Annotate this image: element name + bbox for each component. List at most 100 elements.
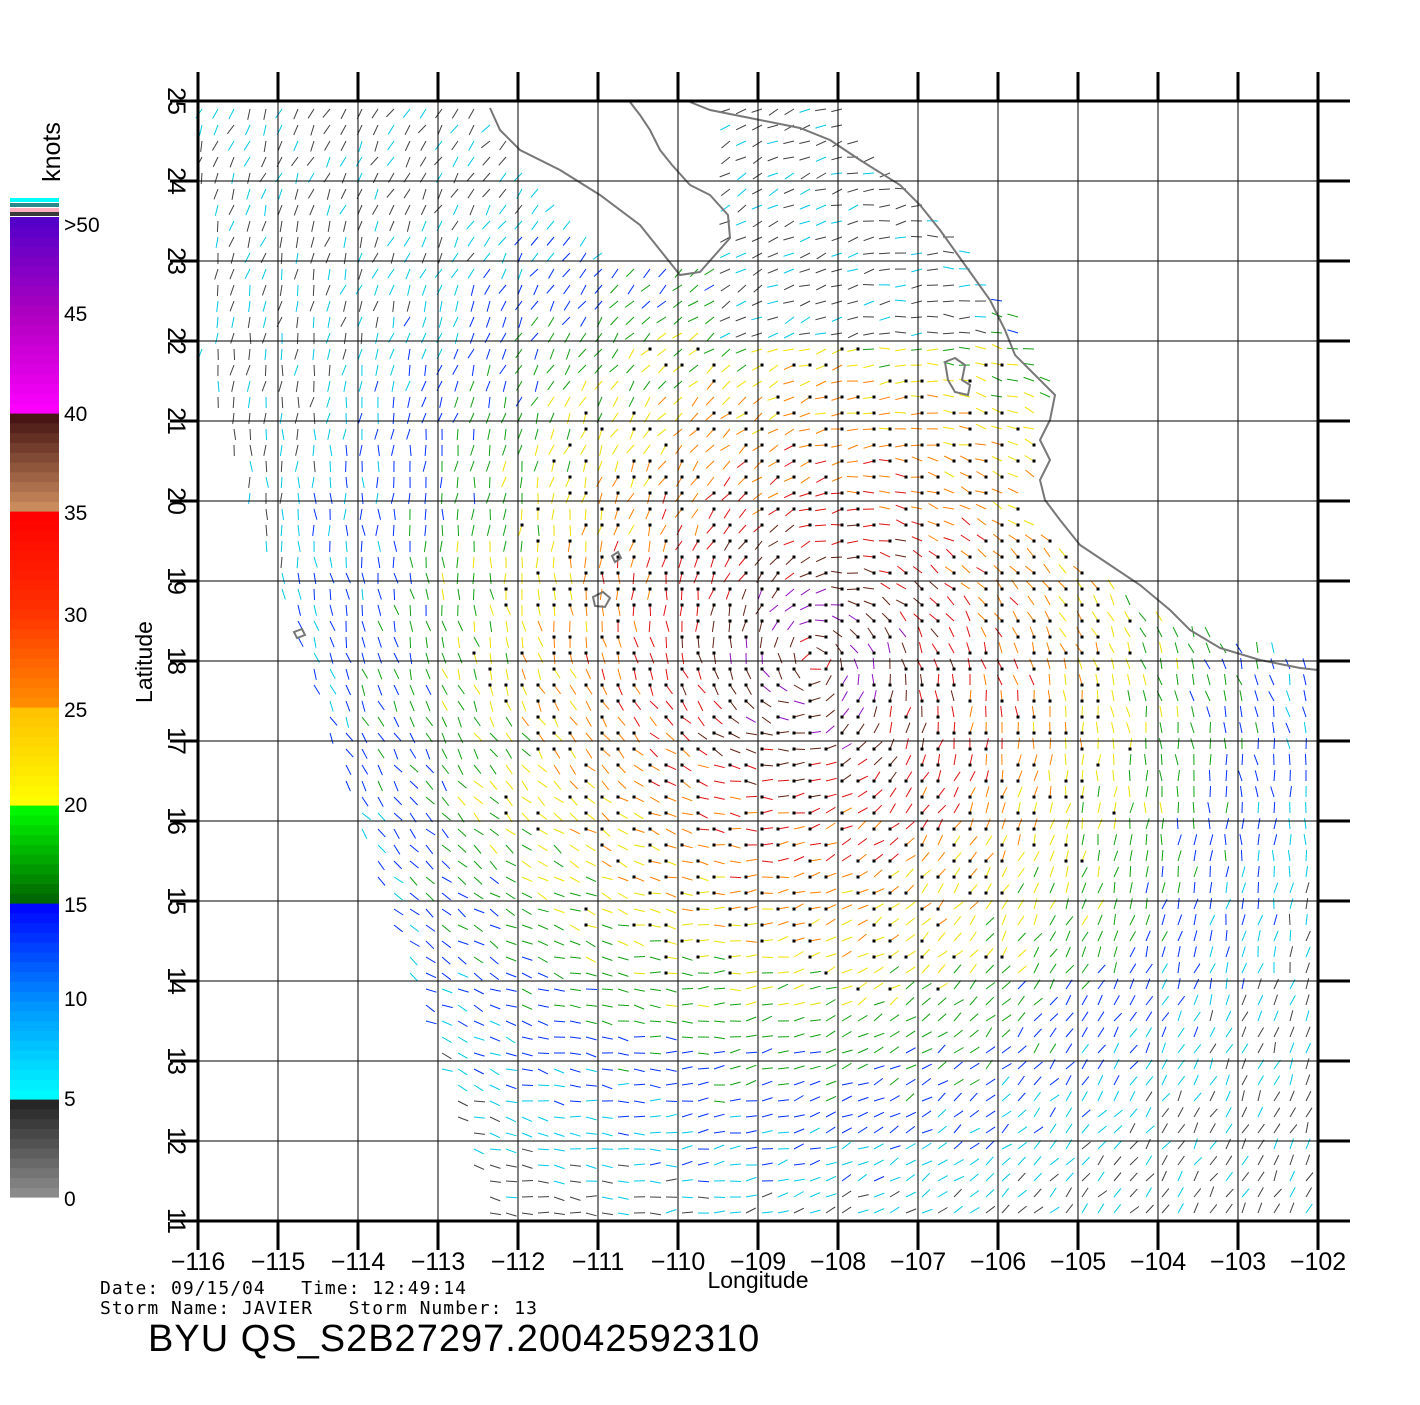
- rain-flag: [617, 620, 620, 623]
- wind-vector: [1098, 1172, 1104, 1181]
- wind-vector: [618, 941, 628, 946]
- rain-flag: [665, 364, 668, 367]
- wind-vector: [506, 605, 511, 615]
- wind-vector: [831, 493, 842, 494]
- wind-vector: [698, 987, 709, 990]
- wind-vector: [650, 1163, 661, 1165]
- rain-flag: [1033, 716, 1036, 719]
- wind-vector: [666, 1132, 677, 1133]
- wind-vector: [554, 925, 564, 930]
- wind-vector: [657, 301, 666, 307]
- wind-vector: [1034, 933, 1042, 941]
- wind-vector: [634, 1037, 645, 1038]
- wind-vector: [1007, 410, 1018, 413]
- colorbar-segment: [10, 952, 59, 962]
- wind-vector: [534, 365, 538, 375]
- rain-flag: [617, 636, 620, 639]
- wind-vector: [847, 477, 858, 478]
- rain-flag: [1033, 844, 1036, 847]
- wind-vector: [890, 804, 896, 814]
- wind-vector: [490, 477, 491, 488]
- wind-vector: [1194, 930, 1197, 941]
- wind-vector: [314, 669, 316, 680]
- wind-vector: [650, 685, 653, 696]
- wind-vector: [847, 301, 858, 304]
- wind-vector: [506, 1165, 517, 1167]
- wind-vector: [1015, 706, 1018, 717]
- rain-flag: [809, 956, 812, 959]
- wind-vector: [970, 1207, 979, 1213]
- wind-vector: [660, 285, 666, 294]
- rain-flag: [841, 668, 844, 671]
- rain-flag: [713, 572, 716, 575]
- wind-vector: [1143, 690, 1146, 701]
- colorbar-segment: [10, 335, 59, 345]
- wind-vector: [506, 829, 515, 835]
- wind-vector: [314, 461, 315, 472]
- wind-vector: [1050, 883, 1054, 893]
- wind-vector: [229, 109, 234, 119]
- rain-flag: [745, 668, 748, 671]
- wind-vector: [325, 141, 331, 151]
- rain-flag: [809, 604, 812, 607]
- wind-vector: [810, 859, 821, 861]
- wind-vector: [361, 541, 362, 552]
- wind-vector: [538, 845, 547, 851]
- wind-vector: [1206, 643, 1210, 653]
- rain-flag: [873, 700, 876, 703]
- wind-vector: [768, 253, 778, 257]
- wind-vector: [474, 1117, 485, 1118]
- rain-flag: [521, 524, 524, 527]
- wind-vector: [698, 1082, 709, 1085]
- wind-vector: [378, 557, 380, 568]
- wind-vector: [1034, 1014, 1042, 1022]
- rain-flag: [553, 604, 556, 607]
- rain-flag: [937, 492, 940, 495]
- wind-vector: [1146, 1139, 1150, 1149]
- wind-vector: [842, 1175, 851, 1182]
- wind-vector: [490, 1117, 500, 1122]
- wind-vector: [405, 125, 410, 135]
- wind-vector: [1306, 1010, 1309, 1021]
- wind-vector: [746, 859, 757, 861]
- wind-vector: [602, 1069, 613, 1070]
- rain-flag: [1017, 636, 1020, 639]
- rain-flag: [681, 460, 684, 463]
- wind-vector: [554, 877, 564, 881]
- wind-vector: [954, 772, 960, 781]
- wind-vector: [1098, 1091, 1103, 1101]
- wind-vector: [356, 157, 362, 166]
- wind-vector: [394, 637, 398, 647]
- rain-flag: [873, 524, 876, 527]
- wind-vector: [842, 691, 847, 701]
- wind-vector: [848, 253, 858, 258]
- colorbar-segment: [10, 638, 59, 648]
- wind-vector: [547, 221, 554, 229]
- rain-flag: [857, 732, 860, 735]
- rain-flag: [713, 380, 716, 383]
- rain-flag: [537, 812, 540, 815]
- wind-vector: [490, 1053, 501, 1055]
- wind-vector: [490, 781, 497, 790]
- wind-vector: [1226, 1172, 1233, 1181]
- longitude-tick-label: −116: [171, 1248, 225, 1276]
- wind-vector: [1001, 706, 1002, 717]
- wind-vector: [890, 1113, 900, 1117]
- wind-vector: [896, 584, 906, 589]
- rain-flag: [825, 972, 828, 975]
- wind-vector: [864, 237, 874, 241]
- wind-vector: [1258, 1028, 1264, 1038]
- wind-vector: [1242, 931, 1246, 941]
- colorbar-segment: [10, 609, 59, 619]
- wind-vector: [346, 701, 350, 711]
- wind-vector: [602, 669, 605, 680]
- wind-vector: [1140, 628, 1146, 637]
- wind-vector: [720, 125, 730, 130]
- wind-vector: [1130, 964, 1136, 973]
- rain-flag: [1081, 860, 1084, 863]
- wind-vector: [826, 726, 834, 733]
- wind-vector: [1274, 1170, 1277, 1181]
- rain-flag: [633, 828, 636, 831]
- wind-vector: [783, 301, 794, 303]
- wind-vector: [442, 957, 450, 964]
